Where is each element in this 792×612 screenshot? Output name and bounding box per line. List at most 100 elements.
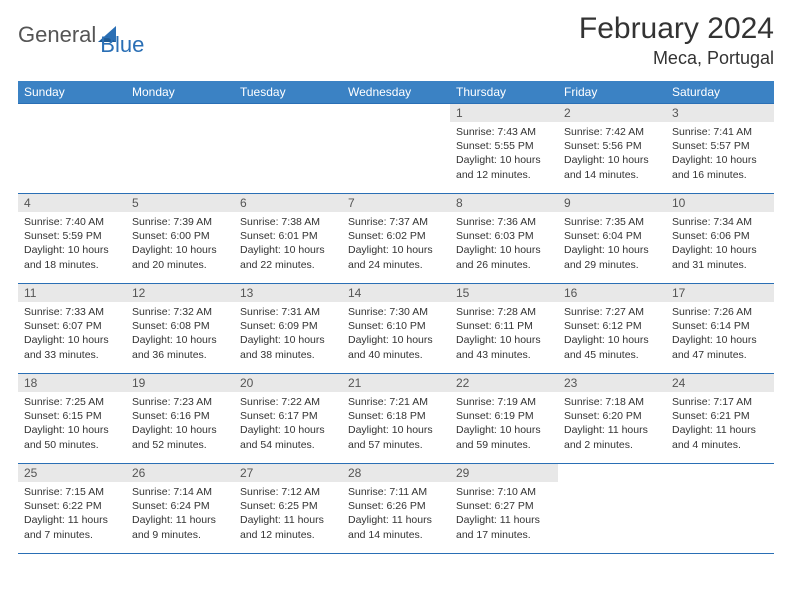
weekday-header: Sunday: [18, 81, 126, 104]
day-number: 28: [342, 464, 450, 482]
day-number: 1: [450, 104, 558, 122]
calendar-row: 18Sunrise: 7:25 AMSunset: 6:15 PMDayligh…: [18, 374, 774, 464]
day-content: Sunrise: 7:14 AMSunset: 6:24 PMDaylight:…: [126, 482, 234, 548]
day-content: Sunrise: 7:38 AMSunset: 6:01 PMDaylight:…: [234, 212, 342, 278]
calendar-cell: [558, 464, 666, 554]
day-content: Sunrise: 7:28 AMSunset: 6:11 PMDaylight:…: [450, 302, 558, 368]
day-content: Sunrise: 7:35 AMSunset: 6:04 PMDaylight:…: [558, 212, 666, 278]
day-content: Sunrise: 7:37 AMSunset: 6:02 PMDaylight:…: [342, 212, 450, 278]
day-number: 14: [342, 284, 450, 302]
calendar-cell: 6Sunrise: 7:38 AMSunset: 6:01 PMDaylight…: [234, 194, 342, 284]
calendar-cell: 24Sunrise: 7:17 AMSunset: 6:21 PMDayligh…: [666, 374, 774, 464]
day-number: 26: [126, 464, 234, 482]
weekday-header: Friday: [558, 81, 666, 104]
day-content: Sunrise: 7:41 AMSunset: 5:57 PMDaylight:…: [666, 122, 774, 188]
calendar-row: 25Sunrise: 7:15 AMSunset: 6:22 PMDayligh…: [18, 464, 774, 554]
location: Meca, Portugal: [579, 48, 774, 69]
day-content: Sunrise: 7:30 AMSunset: 6:10 PMDaylight:…: [342, 302, 450, 368]
calendar-cell: 14Sunrise: 7:30 AMSunset: 6:10 PMDayligh…: [342, 284, 450, 374]
day-content: Sunrise: 7:39 AMSunset: 6:00 PMDaylight:…: [126, 212, 234, 278]
day-content: Sunrise: 7:11 AMSunset: 6:26 PMDaylight:…: [342, 482, 450, 548]
day-content: Sunrise: 7:43 AMSunset: 5:55 PMDaylight:…: [450, 122, 558, 188]
day-number: 7: [342, 194, 450, 212]
calendar-cell: 4Sunrise: 7:40 AMSunset: 5:59 PMDaylight…: [18, 194, 126, 284]
day-number: 5: [126, 194, 234, 212]
calendar-cell: 1Sunrise: 7:43 AMSunset: 5:55 PMDaylight…: [450, 104, 558, 194]
day-number: 9: [558, 194, 666, 212]
calendar-cell: 5Sunrise: 7:39 AMSunset: 6:00 PMDaylight…: [126, 194, 234, 284]
calendar-cell: 3Sunrise: 7:41 AMSunset: 5:57 PMDaylight…: [666, 104, 774, 194]
calendar-row: 4Sunrise: 7:40 AMSunset: 5:59 PMDaylight…: [18, 194, 774, 284]
calendar-cell: 26Sunrise: 7:14 AMSunset: 6:24 PMDayligh…: [126, 464, 234, 554]
calendar-cell: 2Sunrise: 7:42 AMSunset: 5:56 PMDaylight…: [558, 104, 666, 194]
calendar-cell: 27Sunrise: 7:12 AMSunset: 6:25 PMDayligh…: [234, 464, 342, 554]
day-content: Sunrise: 7:12 AMSunset: 6:25 PMDaylight:…: [234, 482, 342, 548]
calendar-row: 1Sunrise: 7:43 AMSunset: 5:55 PMDaylight…: [18, 104, 774, 194]
day-content: Sunrise: 7:21 AMSunset: 6:18 PMDaylight:…: [342, 392, 450, 458]
logo: General Blue: [18, 12, 144, 58]
calendar-cell: 8Sunrise: 7:36 AMSunset: 6:03 PMDaylight…: [450, 194, 558, 284]
calendar-cell: [126, 104, 234, 194]
day-number: 12: [126, 284, 234, 302]
day-content: Sunrise: 7:42 AMSunset: 5:56 PMDaylight:…: [558, 122, 666, 188]
calendar-cell: 23Sunrise: 7:18 AMSunset: 6:20 PMDayligh…: [558, 374, 666, 464]
month-title: February 2024: [579, 12, 774, 46]
day-number: 6: [234, 194, 342, 212]
calendar-cell: 10Sunrise: 7:34 AMSunset: 6:06 PMDayligh…: [666, 194, 774, 284]
header: General Blue February 2024 Meca, Portuga…: [18, 12, 774, 69]
day-content: Sunrise: 7:31 AMSunset: 6:09 PMDaylight:…: [234, 302, 342, 368]
calendar-cell: 22Sunrise: 7:19 AMSunset: 6:19 PMDayligh…: [450, 374, 558, 464]
calendar-cell: 7Sunrise: 7:37 AMSunset: 6:02 PMDaylight…: [342, 194, 450, 284]
weekday-header: Saturday: [666, 81, 774, 104]
day-content: Sunrise: 7:19 AMSunset: 6:19 PMDaylight:…: [450, 392, 558, 458]
day-number: 16: [558, 284, 666, 302]
calendar-cell: 21Sunrise: 7:21 AMSunset: 6:18 PMDayligh…: [342, 374, 450, 464]
day-number: 27: [234, 464, 342, 482]
day-number: 13: [234, 284, 342, 302]
calendar-row: 11Sunrise: 7:33 AMSunset: 6:07 PMDayligh…: [18, 284, 774, 374]
day-content: Sunrise: 7:15 AMSunset: 6:22 PMDaylight:…: [18, 482, 126, 548]
calendar-cell: 25Sunrise: 7:15 AMSunset: 6:22 PMDayligh…: [18, 464, 126, 554]
calendar-cell: 11Sunrise: 7:33 AMSunset: 6:07 PMDayligh…: [18, 284, 126, 374]
day-number: 10: [666, 194, 774, 212]
day-content: Sunrise: 7:10 AMSunset: 6:27 PMDaylight:…: [450, 482, 558, 548]
logo-text-general: General: [18, 22, 96, 48]
day-content: Sunrise: 7:34 AMSunset: 6:06 PMDaylight:…: [666, 212, 774, 278]
day-number: 3: [666, 104, 774, 122]
day-content: Sunrise: 7:22 AMSunset: 6:17 PMDaylight:…: [234, 392, 342, 458]
calendar-cell: [18, 104, 126, 194]
day-number: 29: [450, 464, 558, 482]
day-content: Sunrise: 7:23 AMSunset: 6:16 PMDaylight:…: [126, 392, 234, 458]
weekday-header: Tuesday: [234, 81, 342, 104]
calendar-cell: 29Sunrise: 7:10 AMSunset: 6:27 PMDayligh…: [450, 464, 558, 554]
calendar-cell: 9Sunrise: 7:35 AMSunset: 6:04 PMDaylight…: [558, 194, 666, 284]
calendar-cell: [666, 464, 774, 554]
day-content: Sunrise: 7:40 AMSunset: 5:59 PMDaylight:…: [18, 212, 126, 278]
weekday-header-row: SundayMondayTuesdayWednesdayThursdayFrid…: [18, 81, 774, 104]
day-number: 4: [18, 194, 126, 212]
logo-text-blue: Blue: [100, 32, 144, 57]
weekday-header: Thursday: [450, 81, 558, 104]
day-content: Sunrise: 7:18 AMSunset: 6:20 PMDaylight:…: [558, 392, 666, 458]
day-content: Sunrise: 7:33 AMSunset: 6:07 PMDaylight:…: [18, 302, 126, 368]
calendar-cell: 12Sunrise: 7:32 AMSunset: 6:08 PMDayligh…: [126, 284, 234, 374]
day-number: 21: [342, 374, 450, 392]
calendar-cell: 18Sunrise: 7:25 AMSunset: 6:15 PMDayligh…: [18, 374, 126, 464]
day-number: 19: [126, 374, 234, 392]
calendar-cell: 17Sunrise: 7:26 AMSunset: 6:14 PMDayligh…: [666, 284, 774, 374]
day-number: 17: [666, 284, 774, 302]
calendar-table: SundayMondayTuesdayWednesdayThursdayFrid…: [18, 81, 774, 554]
day-content: Sunrise: 7:25 AMSunset: 6:15 PMDaylight:…: [18, 392, 126, 458]
day-content: Sunrise: 7:32 AMSunset: 6:08 PMDaylight:…: [126, 302, 234, 368]
day-number: 23: [558, 374, 666, 392]
day-content: Sunrise: 7:26 AMSunset: 6:14 PMDaylight:…: [666, 302, 774, 368]
day-number: 15: [450, 284, 558, 302]
calendar-cell: [342, 104, 450, 194]
calendar-cell: 16Sunrise: 7:27 AMSunset: 6:12 PMDayligh…: [558, 284, 666, 374]
day-number: 8: [450, 194, 558, 212]
calendar-cell: [234, 104, 342, 194]
day-number: 25: [18, 464, 126, 482]
day-number: 24: [666, 374, 774, 392]
day-content: Sunrise: 7:17 AMSunset: 6:21 PMDaylight:…: [666, 392, 774, 458]
title-block: February 2024 Meca, Portugal: [579, 12, 774, 69]
